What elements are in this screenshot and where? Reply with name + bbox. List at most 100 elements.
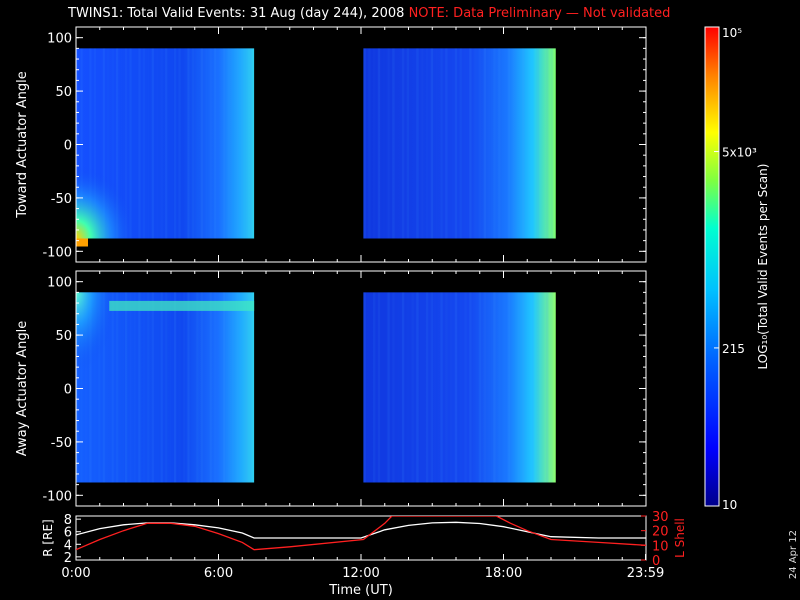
heatmap-stripe: [222, 292, 226, 483]
heatmap-stripe: [483, 292, 487, 483]
y-tick-label: 0: [64, 383, 72, 398]
heatmap-stripe: [165, 48, 168, 239]
title-note: NOTE: Data Preliminary — Not validated: [408, 6, 671, 21]
heatmap-stripe: [143, 292, 145, 482]
heatmap-stripe: [241, 292, 243, 482]
heatmap-stripe: [205, 292, 207, 482]
heatmap-stripe: [546, 48, 549, 239]
heatmap-stripe: [183, 292, 185, 482]
heatmap-band: [109, 300, 255, 311]
y-axis-label: Away Actuator Angle: [15, 321, 30, 456]
heatmap-stripe: [430, 292, 434, 483]
heatmap-stripe: [445, 292, 448, 483]
heatmap-stripe: [219, 292, 221, 482]
heatmap-stripe: [178, 48, 181, 239]
heatmap-stripe: [488, 48, 490, 238]
heatmap-stripe: [387, 48, 390, 239]
heatmap-stripe: [469, 48, 472, 239]
heatmap-stripe: [129, 48, 132, 239]
heatmap-stripe: [373, 48, 375, 238]
heatmap-stripe: [170, 292, 172, 482]
heatmap-stripe: [383, 48, 385, 238]
heatmap-stripe: [377, 292, 381, 483]
x-tick-label: 23:59: [627, 566, 664, 581]
heatmap-stripe: [469, 292, 472, 483]
heatmap-stripe: [80, 48, 83, 239]
heatmap-stripe: [411, 48, 413, 238]
x-axis-label: Time (UT): [328, 583, 393, 598]
heatmap-stripe: [102, 292, 105, 483]
heatmap-stripe: [550, 48, 554, 239]
heatmap-stripe: [493, 292, 496, 483]
heatmap-stripe: [450, 48, 452, 238]
heatmap-stripe: [196, 48, 198, 238]
heatmap-stripe: [517, 292, 520, 483]
heatmap-stripe: [436, 292, 438, 482]
heatmap-stripe: [411, 292, 414, 483]
heatmap-stripe: [240, 48, 243, 239]
heatmap-stripe: [232, 48, 234, 238]
heatmap-stripe: [551, 292, 553, 482]
heatmap-stripe: [236, 48, 239, 239]
y-tick-label: 0: [64, 139, 72, 154]
y-tick-label: 20: [652, 525, 669, 540]
heatmap-stripe: [531, 292, 535, 483]
heatmap-stripe: [173, 292, 177, 483]
y-tick-label: -50: [51, 436, 72, 451]
heatmap-stripe: [231, 292, 235, 483]
heatmap-stripe: [134, 292, 136, 482]
heatmap-stripe: [507, 48, 511, 239]
heatmap-stripe: [191, 48, 195, 239]
heatmap-stripe: [483, 48, 487, 239]
heatmap-stripe: [478, 292, 482, 483]
heatmap-block: [363, 48, 556, 239]
heatmap-stripe: [183, 48, 185, 238]
heatmap-stripe: [479, 48, 481, 238]
heatmap-stripe: [147, 48, 149, 238]
colorbar-tick-label: 10⁵: [722, 26, 742, 40]
colorbar-tick-label: 5x10³: [722, 146, 757, 160]
heatmap-stripe: [450, 292, 452, 482]
heatmap-stripe: [498, 48, 501, 239]
heatmap-stripe: [245, 48, 247, 238]
heatmap-stripe: [222, 48, 226, 239]
date-stamp: 24 Apr 12: [788, 530, 799, 580]
heatmap-hotspot: [76, 238, 88, 247]
heatmap-stripe: [503, 292, 505, 482]
heatmap-stripe: [200, 48, 203, 239]
heatmap-stripe: [187, 292, 190, 483]
heatmap-stripe: [541, 292, 543, 482]
heatmap-stripe: [421, 48, 424, 239]
away-heatmap-panel: 100 50 0 -50 -100 Away Actuator Angle: [15, 270, 647, 507]
heatmap-stripe: [76, 292, 79, 483]
heatmap-stripe: [401, 292, 405, 483]
heatmap-stripe: [214, 48, 217, 239]
heatmap-stripe: [512, 48, 515, 239]
heatmap-block: [363, 292, 556, 483]
x-tick-label: 6:00: [204, 566, 233, 581]
heatmap-stripe: [445, 48, 448, 239]
heatmap-stripe: [464, 292, 467, 483]
heatmap-stripe: [416, 48, 419, 239]
heatmap-stripe: [116, 292, 119, 483]
heatmap-stripe: [196, 292, 199, 483]
heatmap-stripe: [406, 48, 410, 239]
heatmap-stripe: [425, 292, 429, 483]
title-main: TWINS1: Total Valid Events: 31 Aug (day …: [68, 6, 405, 21]
heatmap-stripe: [464, 48, 466, 238]
heatmap-stripe: [512, 292, 514, 482]
heatmap-stripe: [151, 292, 154, 483]
heatmap-stripe: [170, 48, 172, 238]
heatmap-stripe: [245, 292, 248, 483]
heatmap-stripe: [156, 292, 158, 482]
heatmap-stripe: [387, 292, 390, 483]
heatmap-stripe: [436, 48, 438, 238]
l-shell-series-line: [76, 516, 646, 551]
heatmap-stripe: [368, 292, 370, 482]
heatmap-stripe: [474, 48, 476, 238]
heatmap-stripe: [460, 292, 462, 482]
heatmap-stripe: [209, 48, 212, 239]
heatmap-hotspot: [76, 165, 136, 239]
heatmap-stripe: [192, 292, 194, 482]
